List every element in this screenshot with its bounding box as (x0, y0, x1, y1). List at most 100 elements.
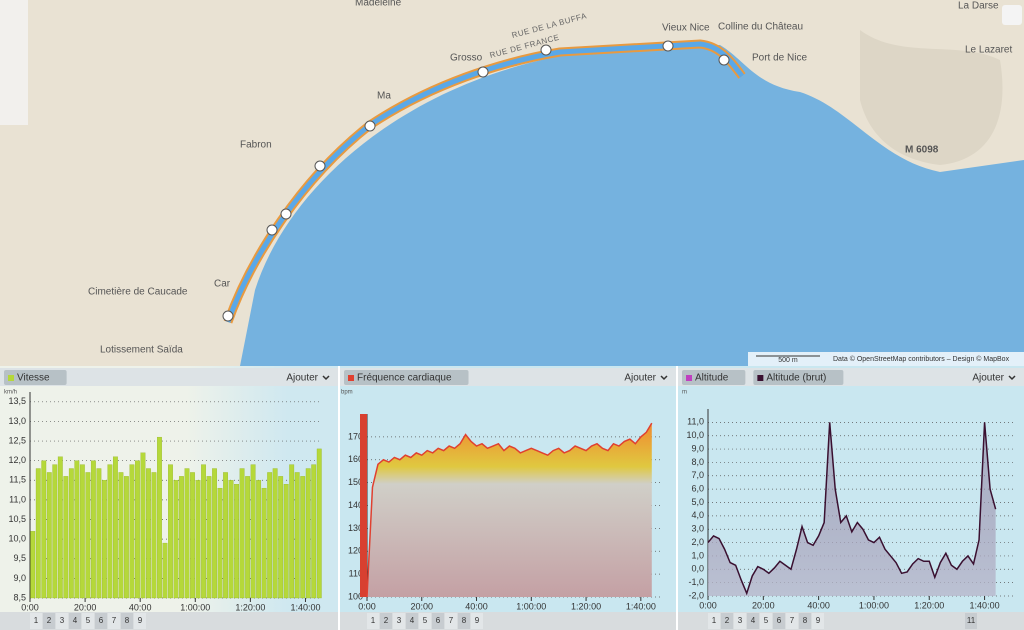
y-tick-label: 130 (348, 523, 363, 533)
add-button[interactable]: Ajouter (286, 373, 318, 384)
lap-cell[interactable] (367, 613, 379, 629)
x-tick-label: 1:40:00 (626, 601, 656, 611)
x-tick-label: 40:00 (807, 600, 830, 610)
y-tick-label: 6,0 (691, 484, 704, 494)
y-tick-label: 3,0 (691, 524, 704, 534)
lap-cell[interactable] (30, 613, 42, 629)
lap-cell[interactable] (82, 613, 94, 629)
lap-cell[interactable] (760, 613, 772, 629)
x-tick-label: 20:00 (74, 602, 97, 612)
bar (223, 472, 228, 599)
lap-cell[interactable] (458, 613, 470, 629)
bar (168, 464, 173, 599)
lap-cell[interactable] (721, 613, 733, 629)
add-chevron (322, 375, 330, 381)
lap-cell[interactable] (812, 613, 824, 629)
scale-label: 500 m (778, 357, 798, 364)
bar (140, 452, 146, 599)
lap-cell[interactable] (393, 613, 405, 629)
x-tick-label: 20:00 (411, 601, 434, 611)
map-label: Ma (377, 91, 391, 102)
y-tick-label: 120 (348, 546, 363, 556)
lap-label: 5 (764, 616, 769, 625)
lap-label: 8 (462, 616, 467, 625)
map-label: Le Lazaret (965, 45, 1012, 56)
lap-cell[interactable] (799, 613, 811, 629)
lap-cell[interactable] (108, 613, 120, 629)
lap-cell[interactable] (734, 613, 746, 629)
lap-cell[interactable] (773, 613, 785, 629)
legend-chip (682, 370, 746, 385)
lap-label: 9 (816, 616, 821, 625)
map-label: Vieux Nice (662, 23, 710, 34)
x-tick-label: 1:00:00 (180, 602, 210, 612)
y-tick-label: 10,0 (686, 430, 704, 440)
lap-label: 1 (371, 616, 376, 625)
lap-cell[interactable] (121, 613, 133, 629)
map-controls[interactable] (0, 0, 28, 125)
map-label: Cimetière de Caucade (88, 287, 188, 298)
lap-cell[interactable] (380, 613, 392, 629)
bar (228, 480, 234, 599)
add-button[interactable]: Ajouter (972, 373, 1004, 384)
lap-cell[interactable] (134, 613, 146, 629)
bar (250, 464, 256, 599)
attribution: Data © OpenStreetMap contributors – Desi… (833, 355, 1010, 363)
area (367, 423, 652, 597)
lap-cell[interactable] (747, 613, 759, 629)
bar (74, 460, 80, 599)
y-tick-label: 7,0 (691, 470, 704, 480)
bar (118, 472, 124, 599)
bar (272, 468, 278, 599)
bar (206, 476, 212, 599)
add-button[interactable]: Ajouter (624, 373, 656, 384)
lap-label: 5 (86, 616, 91, 625)
bar (30, 531, 36, 599)
y-tick-label: 10,5 (8, 514, 26, 524)
lap-cell[interactable] (445, 613, 457, 629)
bar (46, 472, 52, 599)
lap-cell[interactable] (95, 613, 107, 629)
bar (52, 464, 58, 599)
lap-cell[interactable] (419, 613, 431, 629)
lap-cell[interactable] (786, 613, 798, 629)
lap-cell[interactable] (69, 613, 81, 629)
map-label: Colline du Château (718, 22, 803, 33)
line (707, 422, 997, 596)
bar (179, 476, 184, 599)
route (225, 41, 745, 323)
bar (294, 472, 300, 599)
bar (195, 480, 201, 599)
map-cape (860, 30, 1003, 165)
lap-cell[interactable] (471, 613, 483, 629)
bar (245, 476, 251, 599)
bar (234, 484, 240, 599)
y-tick-label: 0,0 (691, 564, 704, 574)
lap-label: 2 (725, 616, 730, 625)
lap-cell[interactable] (43, 613, 55, 629)
y-tick-label: 12,5 (8, 435, 26, 445)
y-tick-label: 2,0 (691, 537, 704, 547)
lap-cell[interactable] (406, 613, 418, 629)
bar (173, 480, 179, 599)
map-label: Car (214, 279, 231, 290)
lap-cell[interactable] (432, 613, 444, 629)
bar (305, 468, 311, 599)
legend-label: Altitude (brut) (766, 373, 826, 384)
bar (283, 484, 289, 599)
lap-cell[interactable] (708, 613, 720, 629)
lap-cell[interactable] (56, 613, 68, 629)
bar (190, 472, 195, 599)
y-tick-label: 160 (348, 454, 363, 464)
lap-label: 11 (967, 616, 976, 625)
lap-label: 8 (125, 616, 130, 625)
lap-label: 9 (475, 616, 480, 625)
x-tick-label: 1:20:00 (235, 602, 265, 612)
x-tick-label: 40:00 (129, 602, 152, 612)
bar (129, 464, 135, 599)
zone-strip (360, 414, 367, 597)
settings-button[interactable] (1002, 5, 1022, 25)
lap-cell[interactable] (965, 613, 977, 629)
lap-label: 3 (60, 616, 65, 625)
